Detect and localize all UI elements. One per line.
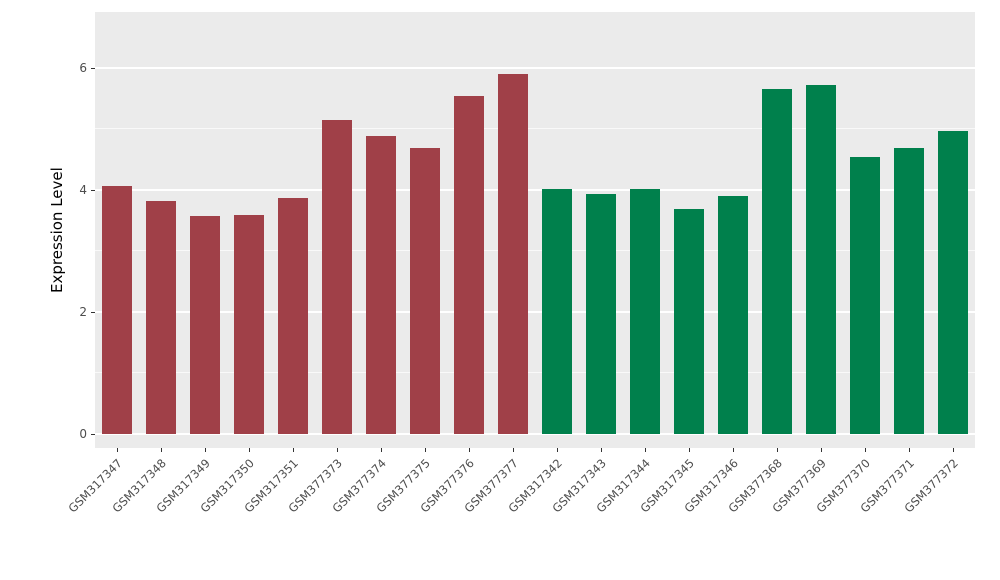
bar <box>850 157 880 434</box>
y-tick-mark <box>91 68 95 69</box>
bar <box>454 96 484 434</box>
y-tick-label: 6 <box>79 61 87 75</box>
bar <box>718 196 748 434</box>
x-tick-mark <box>733 448 734 452</box>
bar <box>366 135 396 434</box>
y-tick-mark <box>91 190 95 191</box>
plot-panel <box>95 12 975 448</box>
y-tick-label: 4 <box>79 183 87 197</box>
x-tick-mark <box>117 448 118 452</box>
bar <box>630 188 660 434</box>
bar <box>190 216 220 434</box>
y-tick-label: 2 <box>79 305 87 319</box>
y-tick-label: 0 <box>79 427 87 441</box>
x-tick-mark <box>293 448 294 452</box>
x-tick-mark <box>601 448 602 452</box>
x-tick-mark <box>205 448 206 452</box>
x-tick-mark <box>249 448 250 452</box>
bar <box>586 194 616 434</box>
x-tick-mark <box>645 448 646 452</box>
bar <box>674 208 704 434</box>
minor-gridline <box>95 250 975 251</box>
x-tick-mark <box>689 448 690 452</box>
minor-gridline <box>95 128 975 129</box>
x-tick-mark <box>161 448 162 452</box>
x-tick-mark <box>777 448 778 452</box>
x-tick-mark <box>469 448 470 452</box>
bar <box>234 215 264 434</box>
x-tick-mark <box>381 448 382 452</box>
y-tick-mark <box>91 434 95 435</box>
bar <box>938 130 968 434</box>
bar <box>806 85 836 434</box>
major-gridline <box>95 311 975 313</box>
x-tick-mark <box>425 448 426 452</box>
x-tick-mark <box>821 448 822 452</box>
y-tick-mark <box>91 312 95 313</box>
bar <box>102 185 132 434</box>
bar <box>146 200 176 434</box>
major-gridline <box>95 433 975 435</box>
x-tick-mark <box>337 448 338 452</box>
bar <box>498 74 528 434</box>
bar <box>322 119 352 434</box>
bar <box>410 147 440 434</box>
x-tick-mark <box>953 448 954 452</box>
bar <box>762 88 792 434</box>
bar <box>542 188 572 434</box>
major-gridline <box>95 67 975 69</box>
x-tick-mark <box>557 448 558 452</box>
bar <box>278 197 308 434</box>
major-gridline <box>95 189 975 191</box>
minor-gridline <box>95 372 975 373</box>
x-tick-mark <box>909 448 910 452</box>
bar <box>894 147 924 434</box>
x-tick-mark <box>513 448 514 452</box>
y-axis-title: Expression Level <box>48 167 66 293</box>
x-tick-mark <box>865 448 866 452</box>
